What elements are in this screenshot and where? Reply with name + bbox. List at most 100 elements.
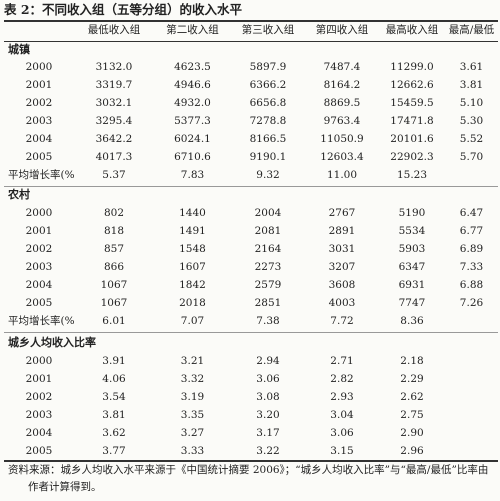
section-table: 2000 3.91 3.21 2.94 2.71 2.18 2001 4.06 3.32 3.06… xyxy=(4,352,498,460)
year-cell: 2005 xyxy=(25,151,53,163)
table-row: 2000 3.91 3.21 2.94 2.71 2.18 xyxy=(4,352,498,370)
value-cell: 3319.7 xyxy=(95,79,133,91)
value-cell xyxy=(445,352,498,370)
average-growth-value: 11.00 xyxy=(326,169,358,181)
value-cell: 4003 xyxy=(328,297,356,309)
table-row: 2002 857 1548 2164 3031 5903 6.89 xyxy=(4,240,498,258)
bottom-rule xyxy=(4,460,498,462)
year-cell: 2002 xyxy=(25,243,53,255)
table-row: 2000 802 1440 2004 2767 5190 6.47 xyxy=(4,204,498,222)
value-cell: 7278.8 xyxy=(249,115,287,127)
value-cell: 2164 xyxy=(254,243,282,255)
value-cell: 1491 xyxy=(179,225,206,237)
section-heading: 城镇 xyxy=(8,43,30,56)
value-cell: 6931 xyxy=(398,279,426,291)
value-cell: 2.96 xyxy=(400,445,424,457)
average-growth-value: 15.23 xyxy=(396,169,428,181)
value-cell xyxy=(445,388,498,406)
value-cell: 2004 xyxy=(254,207,282,219)
year-cell: 2000 xyxy=(25,207,53,219)
value-cell: 9763.4 xyxy=(323,115,361,127)
table-row: 2003 3.81 3.35 3.20 3.04 2.75 xyxy=(4,406,498,424)
value-cell: 3.32 xyxy=(180,373,205,385)
value-cell: 11050.9 xyxy=(320,133,364,145)
section-table: 2000 802 1440 2004 2767 5190 6.47 2001 818 1491 20… xyxy=(4,204,498,330)
year-cell: 2004 xyxy=(25,279,53,291)
value-cell: 3207 xyxy=(328,261,356,273)
value-cell: 866 xyxy=(103,261,125,273)
header-rule xyxy=(4,41,498,42)
header-cell: 最低收入组 xyxy=(87,24,141,36)
value-cell: 3.27 xyxy=(180,427,205,439)
value-cell: 2273 xyxy=(254,261,282,273)
value-cell: 7487.4 xyxy=(323,61,361,73)
value-cell: 3608 xyxy=(328,279,356,291)
value-cell: 4946.6 xyxy=(174,79,211,91)
value-cell: 3.19 xyxy=(180,391,205,403)
year-cell: 2005 xyxy=(25,297,53,309)
value-cell: 5903 xyxy=(398,243,426,255)
value-cell xyxy=(445,370,498,388)
section-heading: 城乡人均收入比率 xyxy=(8,336,96,349)
value-cell: 5897.9 xyxy=(249,61,287,73)
value-cell: 12662.6 xyxy=(390,79,434,91)
value-cell: 3.54 xyxy=(102,391,126,403)
source-note-line: 资料来源：城乡人均收入水平来源于《中国统计摘要 2006》；“城乡人均收入比率”… xyxy=(8,464,489,476)
average-growth-row: 平均增长率(%) 6.01 7.07 7.38 7.72 8.36 xyxy=(4,312,498,330)
table-row: 2004 3642.2 6024.1 8166.5 11050.9 20101.6 5.52 xyxy=(4,130,498,148)
value-cell: 3.22 xyxy=(256,445,280,457)
value-cell: 3.61 xyxy=(459,61,484,73)
section-table: 2000 3132.0 4623.5 5897.9 7487.4 11299.0 3.61 2… xyxy=(4,58,498,184)
value-cell: 4017.3 xyxy=(95,151,133,163)
value-cell: 17471.8 xyxy=(390,115,434,127)
value-cell: 2018 xyxy=(179,297,206,309)
section-heading: 农村 xyxy=(8,188,30,201)
value-cell: 2.75 xyxy=(400,409,424,421)
value-cell: 2.90 xyxy=(400,427,424,439)
value-cell: 8164.2 xyxy=(323,79,361,91)
value-cell xyxy=(445,442,498,460)
value-cell: 3.06 xyxy=(256,373,280,385)
average-growth-value: 7.07 xyxy=(180,315,205,327)
year-cell: 2001 xyxy=(25,79,53,91)
value-cell: 5.52 xyxy=(459,133,484,145)
value-cell: 3.33 xyxy=(180,445,205,457)
value-cell: 3.04 xyxy=(330,409,354,421)
value-cell: 5.70 xyxy=(459,151,484,163)
value-cell: 2.93 xyxy=(330,391,354,403)
value-cell: 6656.8 xyxy=(249,97,287,109)
value-cell: 3.91 xyxy=(102,355,126,367)
table-row: 2002 3032.1 4932.0 6656.8 8869.5 15459.5 5.10 xyxy=(4,94,498,112)
value-cell: 3.81 xyxy=(102,409,126,421)
year-cell: 2001 xyxy=(25,225,53,237)
header-cell: 第四收入组 xyxy=(315,24,369,36)
header-cell: 最高收入组 xyxy=(385,24,439,36)
header-cell: 最高/最低 xyxy=(448,24,495,36)
value-cell: 2.94 xyxy=(256,355,280,367)
value-cell: 3.35 xyxy=(180,409,205,421)
value-cell: 6347 xyxy=(398,261,426,273)
value-cell: 7.33 xyxy=(459,261,484,273)
value-cell: 3642.2 xyxy=(95,133,133,145)
year-cell: 2000 xyxy=(25,355,53,367)
table-row: 2005 3.77 3.33 3.22 3.15 2.96 xyxy=(4,442,498,460)
value-cell: 3.81 xyxy=(459,79,484,91)
value-cell: 6.47 xyxy=(459,207,484,219)
year-cell: 2005 xyxy=(25,445,53,457)
average-growth-value: 5.37 xyxy=(102,169,126,181)
average-growth-label: 平均增长率(%) xyxy=(8,169,74,181)
value-cell xyxy=(445,406,498,424)
value-cell: 6.77 xyxy=(459,225,484,237)
value-cell: 2.18 xyxy=(400,355,424,367)
source-note-line: 作者计算得到。 xyxy=(28,481,102,493)
value-cell: 5534 xyxy=(398,225,426,237)
value-cell: 5.30 xyxy=(459,115,484,127)
average-growth-value: 7.83 xyxy=(180,169,205,181)
value-cell: 5190 xyxy=(398,207,426,219)
year-cell: 2001 xyxy=(25,373,53,385)
year-cell: 2003 xyxy=(25,409,53,421)
top-rule xyxy=(4,20,498,22)
value-cell: 6.88 xyxy=(459,279,484,291)
value-cell: 3.62 xyxy=(102,427,126,439)
